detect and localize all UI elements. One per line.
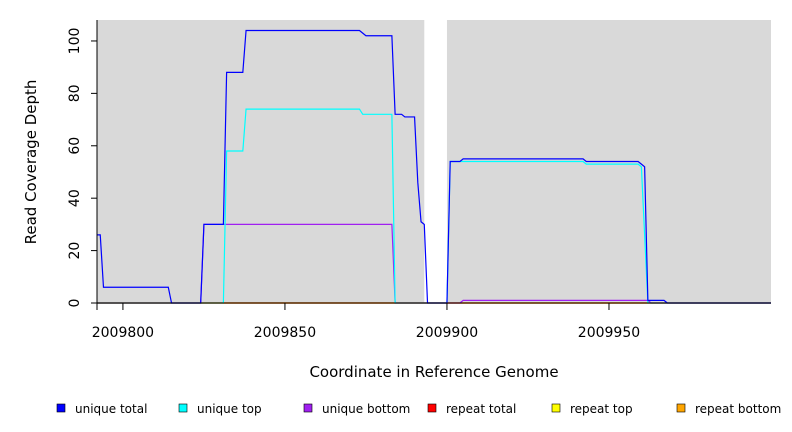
y-tick-label: 20 [67,242,83,260]
legend-swatch-unique-bottom [303,403,313,413]
legend-label-repeat-top: repeat top [570,402,633,416]
x-tick-label: 2009950 [578,325,640,341]
legend-swatch-repeat-total [427,403,437,413]
y-axis-title: Read Coverage Depth [22,80,40,245]
x-axis-title: Coordinate in Reference Genome [309,363,558,381]
legend-label-unique-bottom: unique bottom [322,402,410,416]
legend-swatch-unique-total [56,403,66,413]
legend-swatch-repeat-bottom [676,403,686,413]
series-line-unique-total [97,29,771,304]
legend-swatch-repeat-top [551,403,561,413]
x-tick-label: 2009900 [416,325,478,341]
legend-swatch-unique-top [178,403,188,413]
legend-label-unique-top: unique top [197,402,262,416]
x-tick-label: 2009800 [92,325,154,341]
legend-label-repeat-total: repeat total [446,402,516,416]
legend-label-repeat-bottom: repeat bottom [695,402,781,416]
y-tick-label: 60 [67,137,83,155]
y-tick-label: 40 [67,189,83,207]
y-tick-label: 80 [67,84,83,102]
gap-region-0 [424,20,447,303]
x-tick-label: 2009850 [254,325,316,341]
legend-label-unique-total: unique total [75,402,147,416]
y-tick-label: 100 [67,28,83,55]
y-tick-label: 0 [67,299,83,308]
